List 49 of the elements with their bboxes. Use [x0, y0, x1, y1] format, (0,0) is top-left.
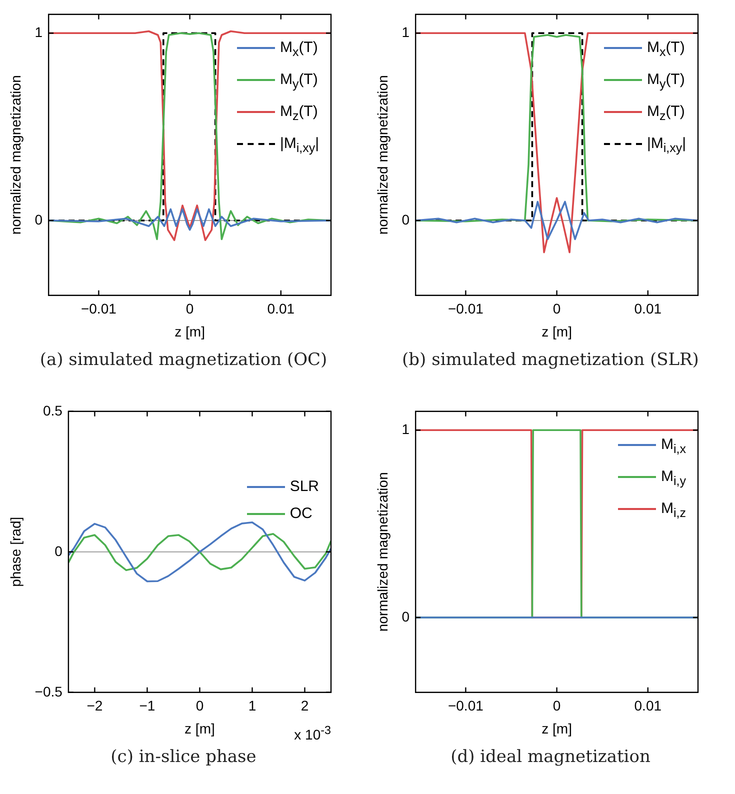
- y-tick-label: 1: [402, 420, 410, 437]
- y-tick-label: 0.5: [42, 402, 63, 418]
- x-tick-label: 1: [248, 698, 256, 714]
- legend-label: M$_{z}$(T): [646, 103, 685, 124]
- y-axis-title: normalized magnetization: [7, 75, 24, 235]
- x-tick-label: −0.01: [448, 300, 484, 317]
- x-tick-label: 0: [552, 300, 561, 317]
- x-tick-label: −1: [139, 698, 156, 714]
- x-tick-label: 2: [300, 698, 309, 714]
- y-tick-label: 1: [34, 24, 43, 40]
- x-tick-label: 0.01: [634, 300, 662, 317]
- text: x 10$^{-3}$: [294, 724, 331, 744]
- x-tick-label: −0.01: [448, 698, 484, 714]
- x-axis-title: z [m]: [542, 323, 572, 340]
- y-tick-label: 0: [402, 211, 410, 228]
- legend-label: M$_{z}$(T): [280, 103, 318, 124]
- x-tick-label: 0: [186, 300, 194, 317]
- x-tick-label: −2: [86, 698, 103, 714]
- y-axis-title: phase [rad]: [7, 516, 24, 587]
- x-axis-title: z [m]: [174, 323, 205, 340]
- y-axis-title: normalized magnetization: [374, 75, 390, 235]
- legend-label: M$_{i,x}$: [661, 436, 686, 456]
- x-tick-label: 0.01: [267, 300, 295, 317]
- legend-label: M$_{i,y}$: [661, 468, 686, 488]
- x-tick-label: 0: [552, 698, 561, 714]
- text: (a) simulated magnetization (OC): [38, 350, 328, 370]
- legend-label: M$_{x}$(T): [646, 39, 685, 60]
- legend-label: M$_{x}$(T): [280, 39, 318, 60]
- x-axis-title: z [m]: [184, 720, 215, 736]
- legend-label: |M$_{i,xy}$|: [646, 135, 686, 156]
- legend-label: |M$_{i,xy}$|: [280, 135, 319, 156]
- x-tick-label: 0: [196, 698, 204, 714]
- legend-label: M$_{y}$(T): [646, 71, 685, 92]
- legend-label: M$_{y}$(T): [280, 71, 318, 92]
- text: (d) ideal magnetization: [450, 747, 652, 767]
- text: (c) in-slice phase: [110, 747, 258, 767]
- y-tick-label: 0: [402, 608, 410, 624]
- y-tick-label: 0: [34, 211, 43, 228]
- x-tick-label: −0.01: [80, 300, 117, 317]
- legend-label: OC: [290, 505, 312, 522]
- legend-label: SLR: [290, 478, 319, 496]
- legend-label: M$_{i,z}$: [661, 500, 686, 520]
- y-tick-label: −0.5: [34, 683, 63, 700]
- y-tick-label: 1: [402, 24, 410, 40]
- y-tick-label: 0: [54, 542, 63, 559]
- text: (b) simulated magnetization (SLR): [401, 350, 700, 370]
- x-tick-label: 0.01: [634, 698, 662, 714]
- y-axis-title: normalized magnetization: [374, 472, 390, 632]
- x-axis-title: z [m]: [542, 720, 572, 736]
